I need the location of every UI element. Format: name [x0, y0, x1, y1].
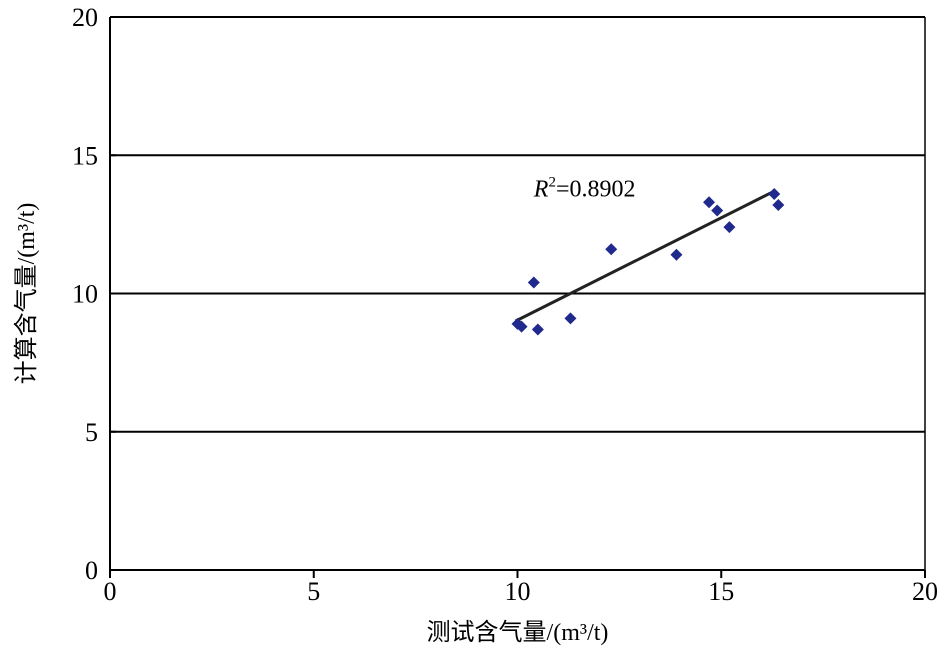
- data-point: [564, 312, 577, 325]
- data-point: [768, 187, 781, 200]
- x-tick-label: 20: [912, 577, 938, 606]
- data-point: [772, 199, 785, 212]
- x-tick-label: 10: [505, 577, 531, 606]
- y-tick-label: 15: [72, 141, 98, 170]
- y-tick-label: 20: [72, 3, 98, 32]
- y-tick-label: 0: [85, 556, 98, 585]
- data-point: [515, 320, 528, 333]
- grid-lines: [110, 16, 925, 433]
- x-axis-label: 测试含气量/(m³/t): [427, 619, 609, 646]
- y-axis-label: 计算含气量/(m³/t): [13, 203, 40, 385]
- r-squared-annotation: R2=0.8902: [533, 175, 636, 203]
- annotation-sup: 2: [548, 175, 556, 191]
- data-points: [511, 187, 785, 336]
- data-point: [531, 323, 544, 336]
- data-point: [723, 221, 736, 234]
- trend-line: [514, 189, 775, 323]
- x-tick-labels: 0 5 10 15 20: [104, 570, 938, 606]
- y-tick-labels: 0 5 10 15 20: [72, 3, 116, 585]
- x-tick-label: 5: [307, 577, 320, 606]
- annotation-r: R: [533, 177, 549, 203]
- annotation-value: =0.8902: [556, 177, 636, 203]
- x-tick-label: 15: [708, 577, 734, 606]
- data-point: [703, 196, 716, 209]
- x-tick-label: 0: [104, 577, 117, 606]
- data-point: [605, 243, 618, 256]
- data-point: [527, 276, 540, 289]
- y-tick-label: 5: [85, 418, 98, 447]
- data-point: [711, 204, 724, 217]
- data-point: [670, 248, 683, 261]
- y-tick-label: 10: [72, 280, 98, 309]
